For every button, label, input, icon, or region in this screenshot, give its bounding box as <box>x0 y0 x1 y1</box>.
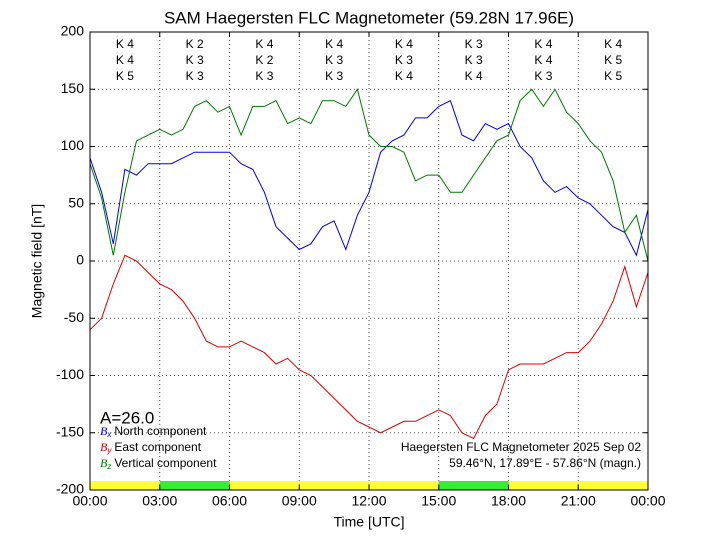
x-tick-label: 00:00 <box>72 493 107 509</box>
k-index: K 5 <box>604 69 622 83</box>
y-tick-label: -100 <box>56 366 84 382</box>
k-index: K 3 <box>465 37 483 51</box>
k-index: K 5 <box>604 53 622 67</box>
legend-entry: Bx North component <box>100 424 207 439</box>
x-tick-label: 03:00 <box>142 493 177 509</box>
footer-title: Haegersten FLC Magnetometer 2025 Sep 02 <box>401 440 641 454</box>
legend-subscript: y <box>106 446 112 455</box>
y-tick-label: -50 <box>64 309 84 325</box>
y-tick-label: -150 <box>56 423 84 439</box>
y-tick-label: 0 <box>76 252 84 268</box>
time-bar-segment <box>229 481 300 490</box>
x-tick-label: 06:00 <box>212 493 247 509</box>
y-tick-label: -200 <box>56 481 84 497</box>
y-axis-label: Magnetic field [nT] <box>29 204 45 318</box>
legend-subscript: z <box>106 462 111 471</box>
time-bar-segment <box>90 481 160 490</box>
series-line <box>89 254 649 440</box>
k-index: K 3 <box>186 69 204 83</box>
time-bar-segment <box>369 481 439 490</box>
y-tick-label: 100 <box>61 137 85 153</box>
k-index: K 3 <box>395 53 413 67</box>
time-bar-segment <box>159 481 230 490</box>
k-index: K 3 <box>186 53 204 67</box>
k-index: K 4 <box>395 69 413 83</box>
legend-name: East component <box>114 440 201 454</box>
k-index: K 3 <box>534 69 552 83</box>
k-index: K 4 <box>534 37 552 51</box>
plot-frame <box>89 31 649 491</box>
x-tick-label: 00:00 <box>630 493 665 509</box>
k-index: K 4 <box>604 37 622 51</box>
footer-coords: 59.46°N, 17.89°E - 57.86°N (magn.) <box>449 456 641 470</box>
x-axis-label: Time [UTC] <box>333 514 404 530</box>
activity-index: A=26.0 <box>100 408 154 427</box>
y-tick-label: 200 <box>61 23 85 39</box>
k-index: K 2 <box>255 53 273 67</box>
legend-entry: By East component <box>100 440 202 455</box>
time-bar-segment <box>438 481 509 490</box>
legend-symbol: B <box>100 424 108 438</box>
k-index: K 4 <box>465 69 483 83</box>
x-tick-label: 18:00 <box>491 493 526 509</box>
k-index: K 3 <box>325 69 343 83</box>
k-index: K 3 <box>465 53 483 67</box>
k-index: K 4 <box>255 37 273 51</box>
k-index: K 3 <box>255 69 273 83</box>
y-tick-label: 50 <box>68 194 84 210</box>
k-index: K 4 <box>395 37 413 51</box>
k-index: K 4 <box>325 37 343 51</box>
legend-name: Vertical component <box>114 456 217 470</box>
k-index: K 2 <box>186 37 204 51</box>
k-index: K 4 <box>116 53 134 67</box>
legend-entry: Bz Vertical component <box>100 456 217 471</box>
x-tick-label: 09:00 <box>282 493 317 509</box>
chart-title: SAM Haegersten FLC Magnetometer (59.28N … <box>164 8 574 27</box>
k-index: K 3 <box>325 53 343 67</box>
legend-name: North component <box>114 424 207 438</box>
k-index: K 4 <box>534 53 552 67</box>
y-tick-label: 150 <box>61 80 85 96</box>
time-bar-segment <box>299 481 369 490</box>
x-tick-label: 21:00 <box>561 493 596 509</box>
series-line <box>89 88 649 262</box>
k-index: K 5 <box>116 69 134 83</box>
legend-subscript: x <box>106 430 112 439</box>
legend-symbol: B <box>100 440 108 454</box>
k-index: K 4 <box>116 37 134 51</box>
x-tick-label: 12:00 <box>351 493 386 509</box>
x-tick-label: 15:00 <box>421 493 456 509</box>
time-bar-segment <box>578 481 648 490</box>
legend-symbol: B <box>100 456 108 470</box>
series-line <box>89 99 649 257</box>
time-bar-segment <box>508 481 579 490</box>
